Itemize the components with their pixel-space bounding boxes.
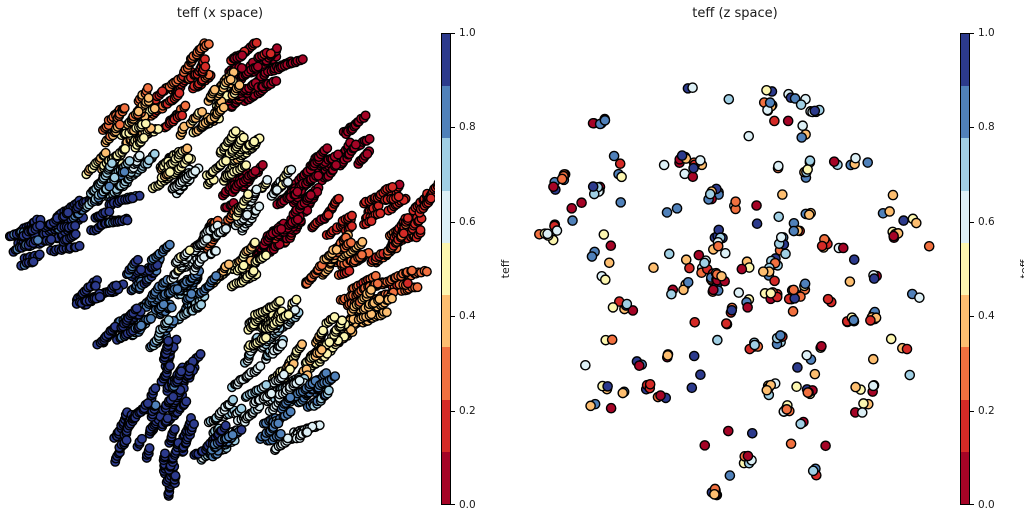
colorbar-tick-label: 0.8 <box>978 121 995 134</box>
colorbar-band <box>442 190 450 243</box>
colorbar-tick-mark <box>970 221 974 223</box>
x-space-colorbar: 0.0 0.2 0.4 0.6 0.8 1.0 teff <box>441 27 521 511</box>
x-space-scatter-plot <box>5 28 435 520</box>
colorbar-band <box>442 34 450 87</box>
colorbar-gradient <box>960 33 970 505</box>
x-space-title: teff (x space) <box>176 6 264 21</box>
colorbar-band <box>961 347 969 400</box>
colorbar-band <box>961 34 969 87</box>
colorbar-band <box>961 295 969 348</box>
colorbar-label: teff <box>499 259 512 279</box>
colorbar-tick-mark <box>451 504 455 505</box>
colorbar-tick-label: 0.2 <box>978 404 995 417</box>
colorbar-band <box>961 86 969 139</box>
colorbar-gradient <box>441 33 451 505</box>
colorbar-tick-label: 1.0 <box>459 27 476 39</box>
z-space-colorbar: 0.0 0.2 0.4 0.6 0.8 1.0 teff <box>960 27 1024 511</box>
colorbar-band <box>442 451 450 504</box>
z-space-scatter-plot <box>515 28 955 520</box>
colorbar-label: teff <box>1018 259 1024 279</box>
colorbar-tick-label: 1.0 <box>978 27 995 39</box>
colorbar-tick-label: 0.2 <box>459 404 476 417</box>
colorbar-tick-mark <box>451 410 455 412</box>
colorbar-tick-mark <box>451 33 455 34</box>
colorbar-tick-mark <box>451 221 455 223</box>
colorbar-tick-label: 0.6 <box>459 215 476 228</box>
colorbar-tick-mark <box>451 127 455 129</box>
z-space-title: teff (z space) <box>692 6 778 21</box>
colorbar-band <box>961 138 969 191</box>
colorbar-tick-mark <box>970 410 974 412</box>
colorbar-tick-label: 0.0 <box>978 499 995 511</box>
colorbar-tick-mark <box>970 127 974 129</box>
colorbar-tick-mark <box>970 504 974 505</box>
colorbar-band <box>961 190 969 243</box>
colorbar-band <box>442 399 450 452</box>
colorbar-tick-label: 0.8 <box>459 121 476 134</box>
colorbar-tick-mark <box>451 316 455 318</box>
colorbar-tick-label: 0.0 <box>459 499 476 511</box>
colorbar-tick-mark <box>970 316 974 318</box>
colorbar-band <box>961 242 969 296</box>
colorbar-tick-label: 0.4 <box>978 310 995 323</box>
colorbar-band <box>442 295 450 348</box>
colorbar-tick-label: 0.6 <box>978 215 995 228</box>
colorbar-band <box>961 399 969 452</box>
colorbar-band <box>442 138 450 191</box>
colorbar-band <box>961 451 969 504</box>
colorbar-band <box>442 86 450 139</box>
colorbar-band <box>442 242 450 296</box>
colorbar-tick-mark <box>970 33 974 34</box>
colorbar-band <box>442 347 450 400</box>
colorbar-tick-label: 0.4 <box>459 310 476 323</box>
